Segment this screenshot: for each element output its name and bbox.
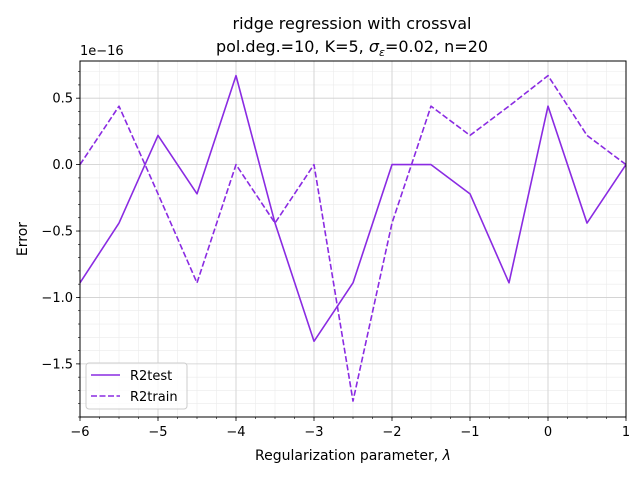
x-tick-label: −4 <box>226 425 245 440</box>
y-axis-label: Error <box>15 222 31 256</box>
series-line-r2train <box>79 74 627 402</box>
y-offset-text: 1e−16 <box>80 44 124 59</box>
x-tick-label: −2 <box>382 425 401 440</box>
y-tick-label: −1.0 <box>41 291 73 306</box>
chart-title-line1: ridge regression with crossval <box>233 14 472 33</box>
chart-title-line2: pol.deg.=10, K=5, σε=0.02, n=20 <box>216 37 488 59</box>
x-tick-label: 1 <box>622 425 630 440</box>
legend-label-r2train: R2train <box>130 390 178 405</box>
y-tick-label: −0.5 <box>41 225 73 240</box>
x-axis-label-text: Regularization parameter, <box>255 448 443 464</box>
x-tick-label: −5 <box>148 425 167 440</box>
x-tick-label: −3 <box>304 425 323 440</box>
title-line2-suffix: =0.02, n=20 <box>385 37 488 56</box>
x-tick-label: −6 <box>70 425 89 440</box>
title-sigma-sub: ε <box>379 46 385 59</box>
title-line2-prefix: pol.deg.=10, K=5, <box>216 37 369 56</box>
x-axis-label: Regularization parameter, λ <box>255 448 451 464</box>
y-tick-label: 0.0 <box>52 158 73 173</box>
x-axis-label-symbol: λ <box>442 448 451 464</box>
series-lines <box>79 74 627 402</box>
legend: R2test R2train <box>85 362 188 410</box>
series-line-r2test <box>79 74 627 343</box>
title-sigma: σ <box>369 37 380 56</box>
y-tick-label: −1.5 <box>41 357 73 372</box>
grid-lines <box>79 61 627 418</box>
x-tick-label: 0 <box>544 425 552 440</box>
legend-label-r2test: R2test <box>130 369 172 384</box>
x-tick-label: −1 <box>460 425 479 440</box>
y-tick-label: 0.5 <box>52 92 73 107</box>
axis-ticks: −6 −5 −4 −3 −2 −1 0 1 0.5 0.0 −0.5 −1.0 −1.5 <box>41 71 630 440</box>
